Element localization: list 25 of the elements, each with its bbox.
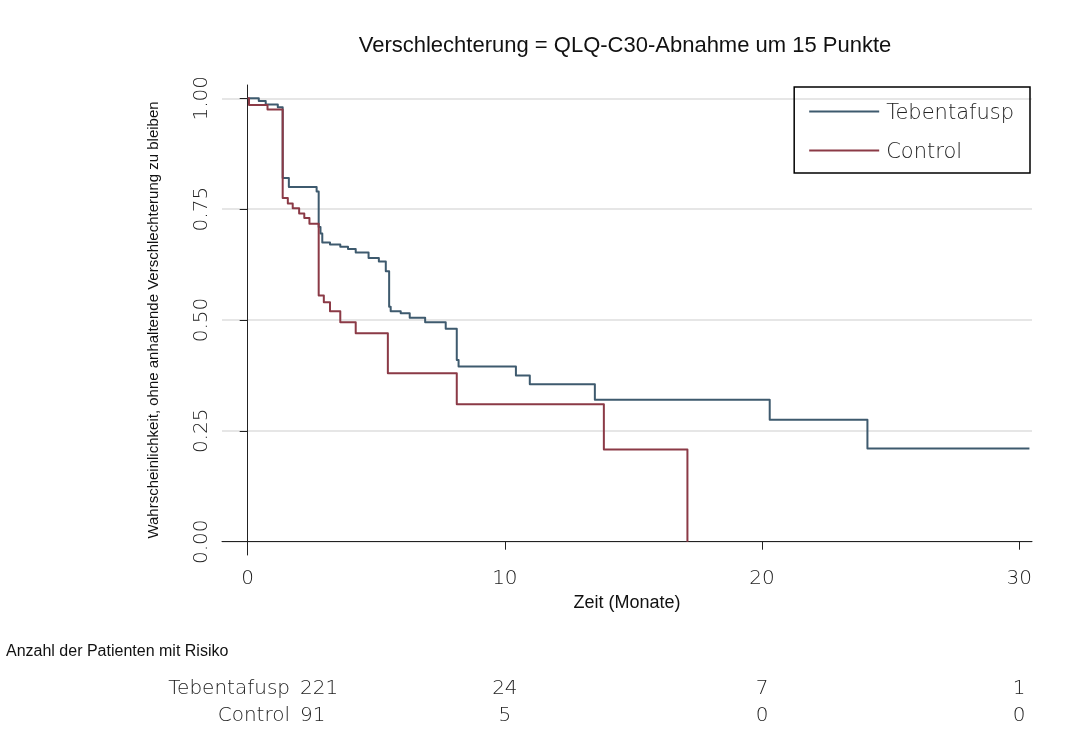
text: 91 bbox=[300, 702, 326, 726]
x-tick-label: 30 bbox=[1006, 565, 1032, 589]
y-tick-label: 0.50 bbox=[188, 297, 212, 343]
text: 5 bbox=[498, 702, 512, 726]
text: Tebentafusp bbox=[168, 675, 290, 699]
y-axis-title: Wahrscheinlichkeit, ohne anhaltende Verschlechterung zu bleiben bbox=[144, 101, 161, 539]
y-tick-label: 0.75 bbox=[188, 186, 212, 232]
x-tick-label: 10 bbox=[492, 565, 518, 589]
text: 0 bbox=[755, 702, 769, 726]
chart-title: Verschlechterung = QLQ-C30-Abnahme um 15 Punkte bbox=[358, 31, 892, 57]
x-tick-label: 20 bbox=[749, 565, 775, 589]
text: 221 bbox=[300, 675, 339, 699]
text: 7 bbox=[755, 675, 769, 699]
y-tick-label: 0.25 bbox=[188, 408, 212, 454]
legend-label: Control bbox=[886, 138, 963, 163]
text: Control bbox=[217, 702, 290, 726]
text: Anzahl der Patienten mit Risiko bbox=[6, 641, 229, 659]
x-axis-title: Zeit (Monate) bbox=[573, 592, 681, 612]
y-tick-label: 1.00 bbox=[188, 76, 212, 121]
text: 24 bbox=[492, 675, 518, 699]
text: 0 bbox=[1012, 702, 1026, 726]
y-tick-label: 0.00 bbox=[188, 519, 212, 564]
legend-label: Tebentafusp bbox=[886, 99, 1015, 124]
x-tick-label: 0 bbox=[241, 565, 255, 589]
text: 1 bbox=[1012, 675, 1026, 699]
